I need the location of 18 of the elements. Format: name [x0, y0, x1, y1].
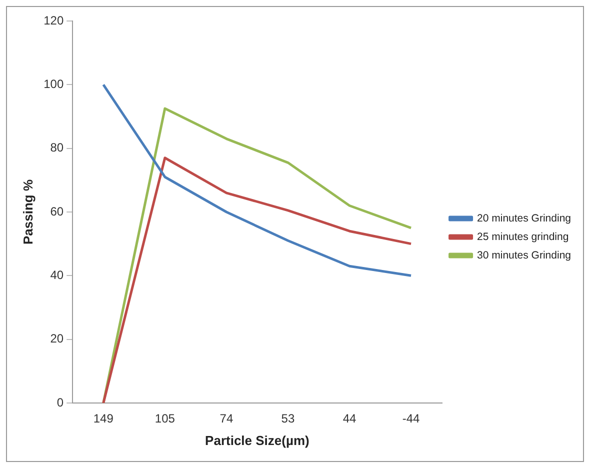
y-tick-label: 60	[50, 204, 64, 218]
y-tick-label: 80	[50, 140, 64, 155]
x-tick-label: -44	[402, 412, 420, 426]
y-tick-label: 100	[44, 76, 64, 91]
y-tick-label: 40	[50, 268, 64, 282]
y-axis-title: Passing %	[20, 179, 36, 245]
x-tick-label: 149	[93, 412, 114, 426]
x-tick-label: 53	[281, 412, 295, 426]
legend-label: 20 minutes Grinding	[477, 212, 572, 224]
legend-label: 30 minutes Grinding	[477, 249, 572, 262]
x-axis-title: Particle Size(µm)	[205, 432, 310, 448]
y-tick-label: 20	[50, 332, 64, 346]
legend-label: 25 minutes grinding	[477, 230, 569, 243]
x-tick-label: 44	[342, 412, 356, 426]
y-tick-label: 120	[44, 13, 64, 28]
y-tick-label: 0	[56, 395, 64, 410]
x-tick-label: 105	[154, 412, 176, 426]
x-tick-label: 74	[220, 412, 234, 426]
